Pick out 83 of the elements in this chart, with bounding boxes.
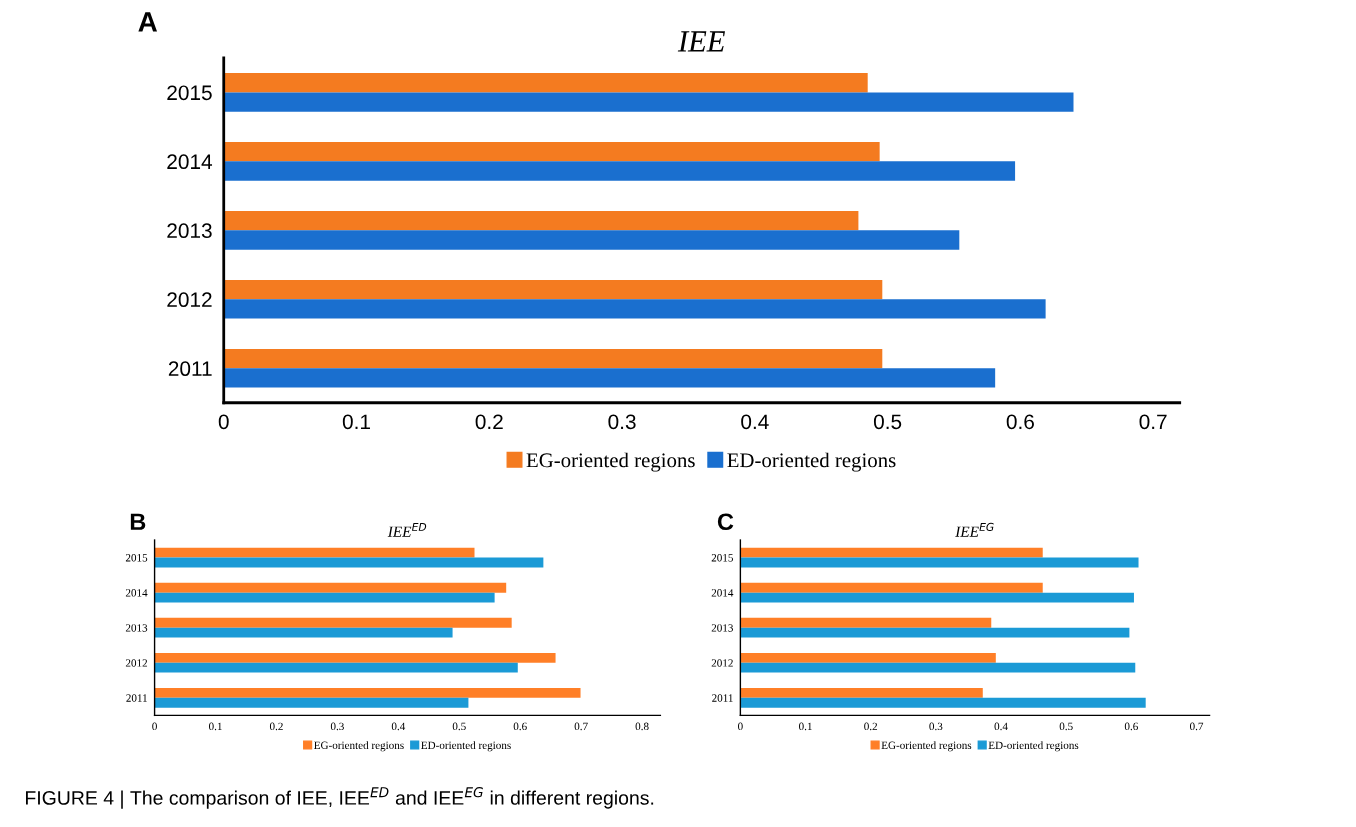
y-tick-label: 2014: [167, 154, 213, 170]
x-tick-label: 0: [218, 414, 229, 430]
y-tick-label: 2014: [711, 589, 734, 597]
x-tick-label: 0.1: [799, 722, 812, 731]
y-tick-label: 2013: [711, 624, 733, 632]
legend-label: EG-oriented regions: [314, 741, 404, 752]
legend-label: ED-oriented regions: [727, 452, 896, 472]
bar: [740, 592, 1134, 603]
x-tick-label: 0.5: [873, 414, 902, 430]
bar: [223, 299, 1046, 319]
x-tick-label: 0.7: [1190, 722, 1204, 731]
bar: [154, 547, 475, 558]
x-tick-label: 0.4: [994, 722, 1008, 731]
legend-label: ED-oriented regions: [421, 741, 511, 752]
bar: [223, 230, 960, 250]
bar: [154, 592, 495, 603]
x-tick-label: 0.8: [635, 722, 649, 731]
bar: [740, 688, 983, 698]
bar: [223, 142, 880, 162]
x-tick-label: 0.5: [1059, 722, 1073, 731]
bar: [223, 161, 1016, 181]
chart-title: IEE$^{EG}$: [955, 522, 994, 537]
bar: [154, 652, 556, 663]
y-tick-label: 2015: [167, 85, 212, 101]
x-tick-label: 0.6: [513, 722, 527, 731]
bar: [154, 617, 512, 628]
legend-label: ED-oriented regions: [988, 741, 1079, 752]
x-tick-label: 0.7: [574, 722, 588, 731]
y-tick-label: 2015: [711, 554, 733, 562]
bar: [740, 627, 1130, 638]
bar: [223, 279, 883, 300]
x-tick-label: 0.2: [864, 722, 878, 731]
bar: [154, 662, 518, 673]
bar: [154, 582, 507, 593]
text: C: [717, 513, 734, 531]
y-tick-label: 2012: [167, 292, 212, 308]
x-tick-label: 0.3: [330, 722, 344, 731]
y-tick-label: 2012: [711, 659, 733, 667]
x-tick-label: 0.6: [1124, 722, 1138, 731]
x-tick-label: 0.4: [741, 414, 769, 430]
bar: [740, 582, 1043, 593]
bar: [154, 627, 453, 638]
x-tick-label: 0.5: [452, 722, 466, 731]
bar: [223, 348, 883, 369]
bar: [154, 697, 469, 708]
y-tick-label: 2014: [125, 589, 148, 597]
text: A: [138, 12, 158, 32]
x-tick-label: 0.4: [391, 722, 406, 731]
chart-title: IEE$^{ED}$: [387, 523, 427, 537]
chart-title: IEE: [677, 31, 725, 52]
bar: [740, 662, 1136, 673]
legend-label: EG-oriented regions: [881, 741, 972, 752]
bar: [223, 92, 1074, 112]
x-tick-label: 0.3: [929, 722, 943, 731]
x-tick-label: 0.6: [1006, 414, 1034, 430]
bar: [740, 557, 1139, 568]
x-tick-label: 0.1: [209, 722, 222, 731]
y-tick-label: 2011: [126, 694, 147, 702]
y-tick-label: 2011: [168, 361, 212, 377]
bar: [740, 547, 1043, 558]
bar: [740, 697, 1146, 708]
bar: [223, 211, 859, 231]
y-tick-label: 2013: [125, 624, 148, 632]
x-tick-label: 0.3: [608, 414, 636, 430]
bar: [740, 652, 996, 663]
y-tick-label: 2012: [125, 659, 148, 667]
y-tick-label: 2013: [167, 223, 212, 239]
caption: FIGURE 4 | The comparison of IEE, IEE$^{ED}$ and IEE$^{EG}$ in different regions.: [26, 787, 654, 809]
x-tick-label: 0.2: [475, 414, 503, 430]
x-tick-label: 0.2: [269, 722, 283, 731]
x-tick-label: 0: [152, 722, 157, 731]
text: B: [130, 513, 146, 530]
x-tick-label: 0.7: [1139, 414, 1167, 430]
bar: [223, 368, 996, 388]
x-tick-label: 0.1: [342, 414, 370, 430]
y-tick-label: 2015: [125, 554, 148, 562]
bar: [154, 557, 544, 568]
y-tick-label: 2011: [712, 694, 733, 702]
x-tick-label: 0: [738, 722, 743, 731]
legend-label: EG-oriented regions: [526, 452, 695, 472]
bar: [223, 73, 868, 93]
bar: [740, 617, 992, 628]
bar: [154, 688, 581, 698]
